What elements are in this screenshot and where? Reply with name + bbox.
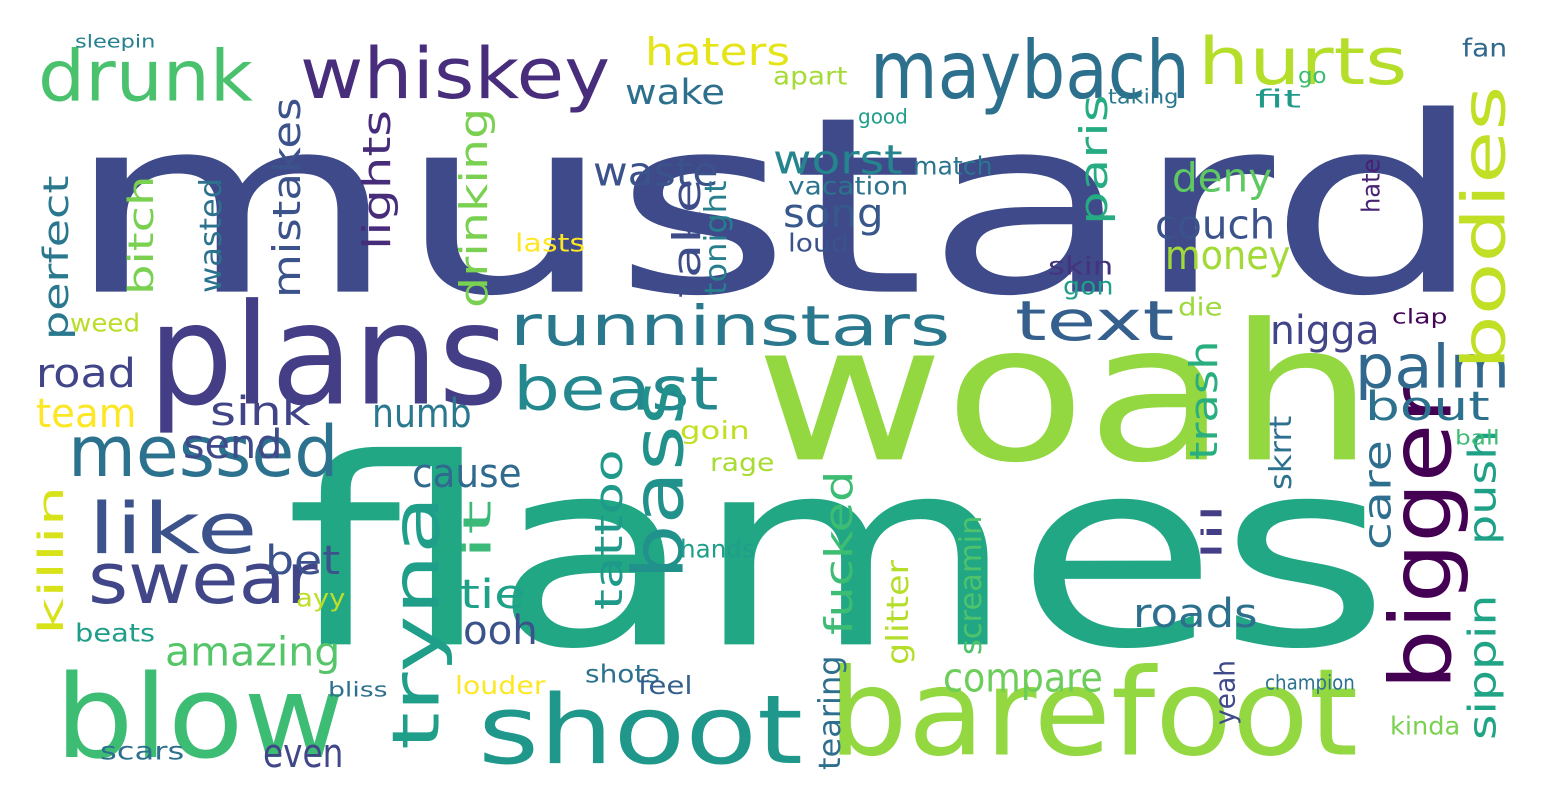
- word-wasted: wasted: [195, 177, 230, 293]
- word-kinda: kinda: [1390, 712, 1461, 742]
- word-louder: louder: [455, 670, 546, 701]
- word-road: road: [36, 351, 136, 398]
- word-fan: fan: [1462, 34, 1508, 64]
- word-ooh: ooh: [463, 608, 538, 655]
- word-rage: rage: [710, 447, 775, 478]
- word-weed: weed: [70, 309, 141, 339]
- word-beast: beast: [513, 354, 719, 425]
- word-money: money: [1165, 233, 1291, 280]
- word-runninstars: runninstars: [510, 295, 951, 359]
- word-tattoo: tattoo: [587, 449, 631, 610]
- word-palm: palm: [1355, 332, 1510, 403]
- word-swear: swear: [88, 539, 318, 621]
- word-feel: feel: [638, 670, 693, 701]
- word-send: send: [183, 422, 283, 469]
- word-tryna: tryna: [379, 495, 455, 750]
- word-glitter: glitter: [882, 559, 917, 665]
- word-couch: couch: [1155, 201, 1276, 249]
- word-whiskey: whiskey: [300, 34, 611, 116]
- word-even: even: [263, 731, 344, 778]
- word-song: song: [783, 191, 884, 238]
- word-sink: sink: [210, 389, 311, 436]
- word-good: good: [858, 105, 908, 130]
- word-sippin: sippin: [1461, 594, 1506, 740]
- word-ball: ball: [1455, 425, 1500, 450]
- word-messed: messed: [68, 412, 339, 494]
- word-hurts: hurts: [1198, 24, 1408, 101]
- word-shots: shots: [585, 660, 660, 690]
- word-barefoot: barefoot: [828, 643, 1359, 783]
- word-sleepin: sleepin: [75, 30, 156, 53]
- word-like: like: [88, 489, 258, 571]
- word-goin: goin: [680, 415, 750, 446]
- word-killin: killin: [32, 485, 72, 635]
- word-deny: deny: [1172, 154, 1273, 202]
- word-flames: flames: [285, 403, 1390, 707]
- word-bliss: bliss: [328, 677, 388, 702]
- word-yeah: yeah: [1210, 660, 1243, 725]
- word-nigga: nigga: [1270, 308, 1380, 355]
- word-gon: gon: [1063, 272, 1114, 302]
- word-wake: wake: [625, 71, 726, 114]
- word-skrrt: skrrt: [1265, 415, 1300, 490]
- word-go: go: [1298, 63, 1327, 90]
- word-drinking: drinking: [452, 107, 496, 308]
- word-fit: fit: [1255, 85, 1301, 115]
- word-woah: woah: [755, 284, 1375, 505]
- word-beats: beats: [75, 619, 156, 649]
- word-mistakes: mistakes: [265, 97, 309, 298]
- word-haters: haters: [645, 30, 791, 74]
- word-hate: hate: [1357, 158, 1387, 213]
- word-tonight: tonight: [700, 180, 735, 295]
- word-worst: worst: [773, 136, 903, 184]
- word-vacation: vacation: [788, 172, 909, 202]
- word-cause: cause: [412, 451, 522, 498]
- word-it: it: [456, 499, 501, 560]
- word-champion: champion: [1265, 670, 1355, 695]
- word-die: die: [1178, 293, 1223, 323]
- word-mustard: mustard: [65, 64, 1485, 350]
- word-skin: skin: [1048, 252, 1114, 282]
- word-screamin: screamin: [955, 515, 990, 655]
- word-care: care: [1356, 439, 1401, 550]
- word-team: team: [36, 391, 137, 438]
- word-hands: hands: [680, 535, 755, 565]
- word-fucked: fucked: [817, 470, 861, 635]
- word-plans: plans: [148, 273, 509, 437]
- word-waste: waste: [593, 148, 719, 196]
- word-tie: tie: [460, 572, 526, 619]
- word-maybach: maybach: [870, 23, 1190, 117]
- word-loud: loud: [788, 229, 849, 259]
- word-shoot: shoot: [478, 674, 804, 786]
- word-compare: compare: [943, 654, 1103, 702]
- word-bout: bout: [1365, 384, 1490, 431]
- word-numb: numb: [372, 391, 472, 438]
- word-text: text: [1015, 290, 1175, 354]
- word-amazing: amazing: [165, 628, 341, 676]
- word-bet: bet: [265, 538, 341, 585]
- word-scars: scars: [100, 737, 185, 767]
- word-match: match: [913, 152, 993, 182]
- word-paris: paris: [1072, 94, 1116, 225]
- word-bitch: bitch: [122, 175, 162, 295]
- word-taking: taking: [1108, 85, 1179, 110]
- word-drunk: drunk: [38, 35, 253, 118]
- word-blow: blow: [55, 650, 345, 785]
- word-lights: lights: [355, 109, 399, 250]
- word-roads: roads: [1133, 591, 1258, 638]
- word-lil: lil: [1197, 503, 1230, 560]
- word-apart: apart: [773, 62, 848, 92]
- word-lasts: lasts: [515, 229, 586, 259]
- word-bodies: bodies: [1449, 85, 1520, 370]
- word-ayy: ayy: [296, 584, 346, 614]
- word-clap: clap: [1392, 305, 1448, 330]
- word-tearing: tearing: [814, 655, 849, 770]
- word-trash: trash: [1182, 340, 1226, 460]
